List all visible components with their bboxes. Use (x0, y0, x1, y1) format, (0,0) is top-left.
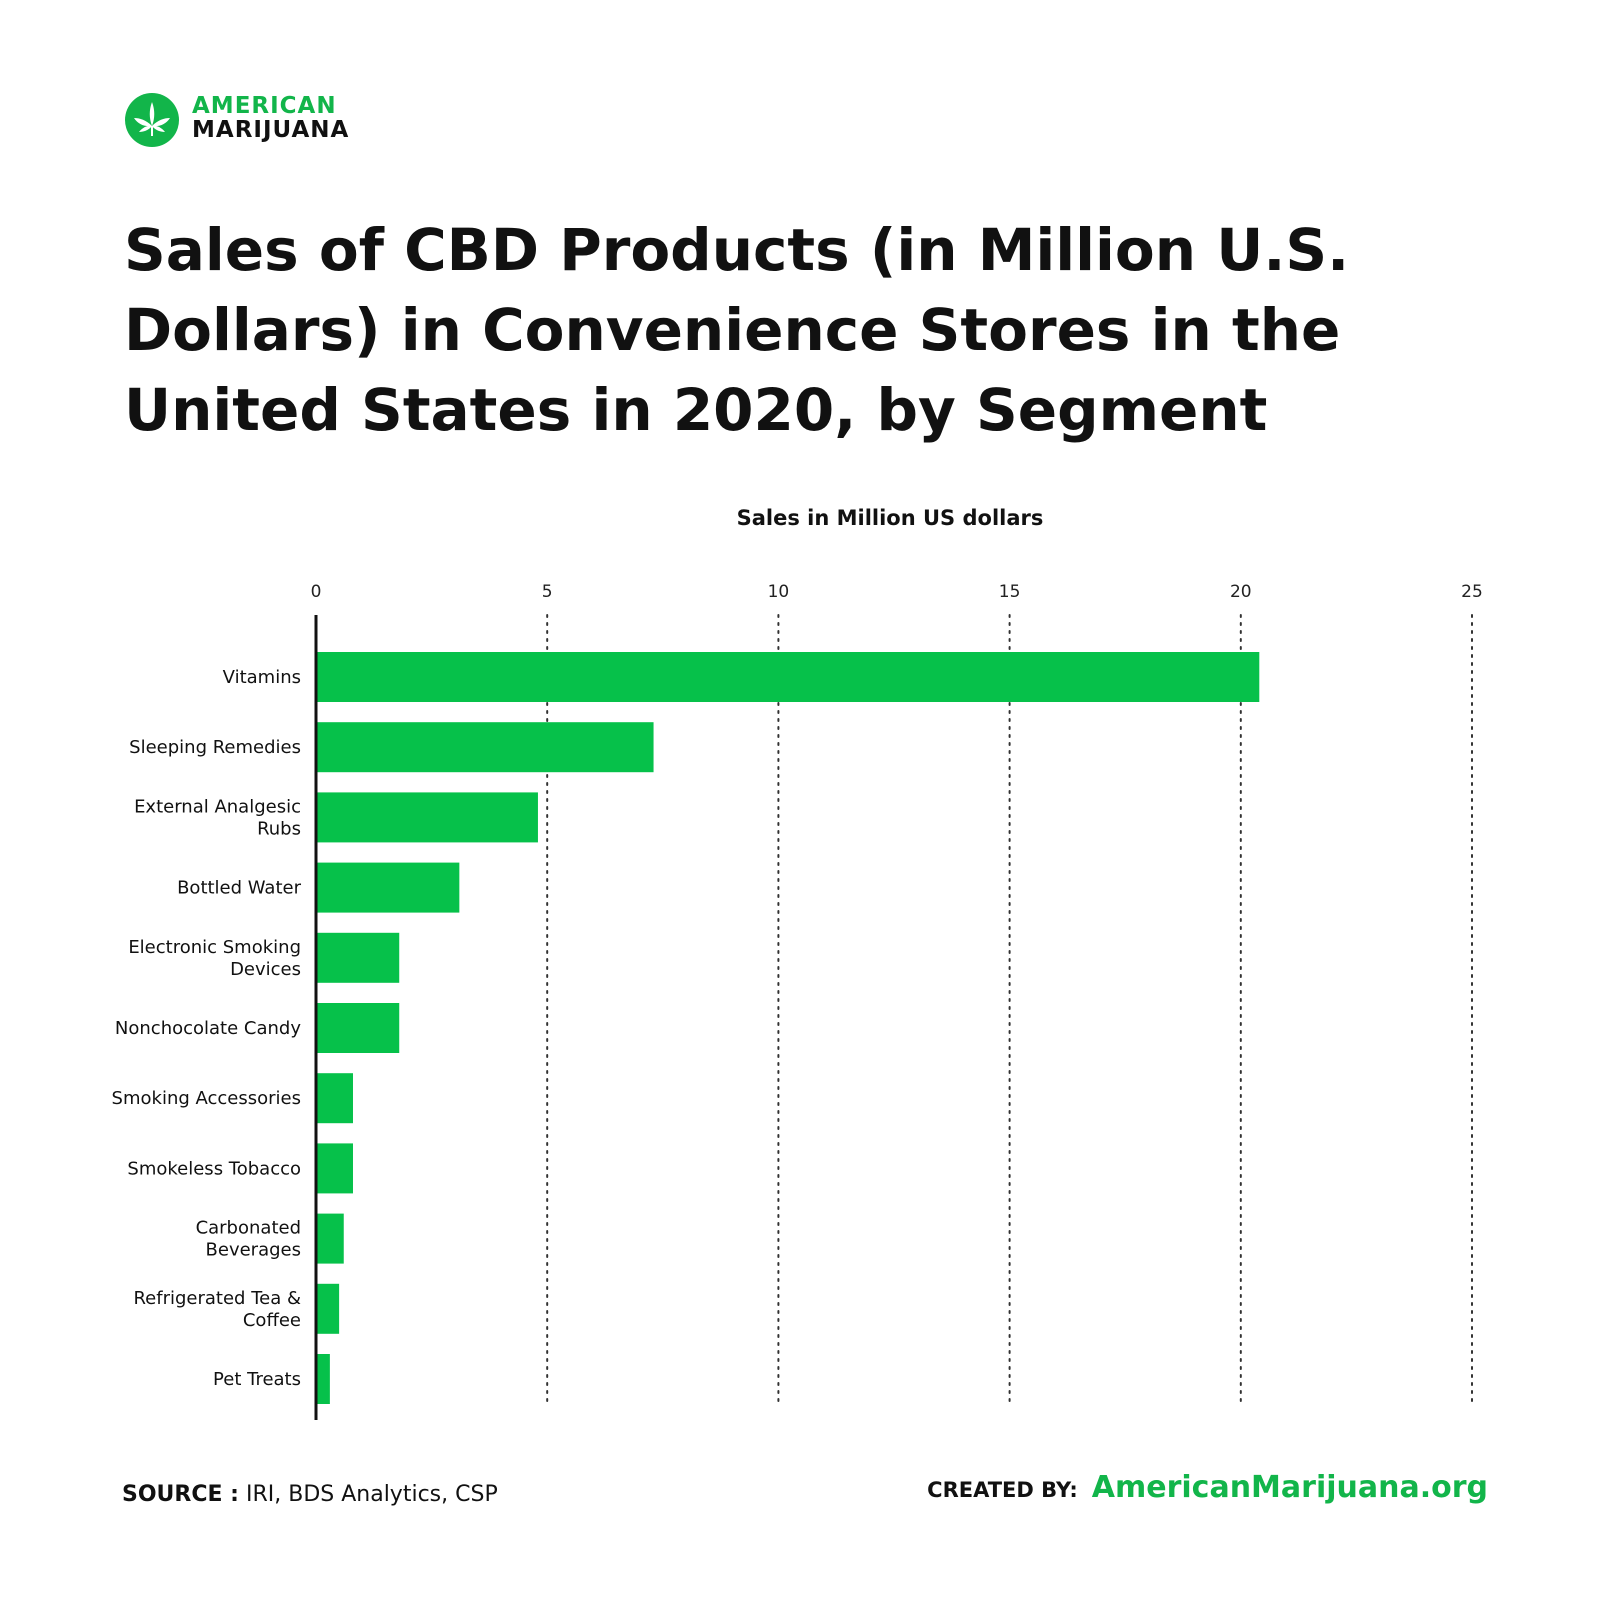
bar (316, 722, 654, 773)
bar (316, 1143, 353, 1194)
brand-line1: AMERICAN (192, 93, 337, 119)
category-label: Smoking Accessories (112, 1088, 301, 1109)
category-label: Pet Treats (213, 1369, 301, 1390)
x-tick-label: 25 (1461, 582, 1483, 602)
category-label: External Analgesic Rubs (134, 796, 301, 839)
bar (316, 1283, 340, 1334)
x-tick-label: 0 (311, 582, 322, 602)
bar (316, 792, 538, 843)
bar (316, 1073, 353, 1124)
x-tick-label: 5 (542, 582, 553, 602)
source-note: SOURCE : IRI, BDS Analytics, CSP (122, 1482, 498, 1507)
source-value: IRI, BDS Analytics, CSP (245, 1482, 498, 1507)
category-label: Vitamins (223, 667, 301, 688)
category-label: Sleeping Remedies (129, 737, 301, 758)
x-tick-label: 15 (999, 582, 1021, 602)
category-label: Bottled Water (177, 878, 302, 899)
category-label: Nonchocolate Candy (115, 1018, 301, 1039)
x-tick-label: 10 (768, 582, 790, 602)
x-tick-label: 20 (1230, 582, 1252, 602)
bar (316, 1003, 400, 1053)
category-label: Refrigerated Tea & Coffee (133, 1288, 301, 1331)
credit-label: CREATED BY: (927, 1478, 1078, 1502)
bar (316, 862, 460, 913)
brand-line2: MARIJUANA (192, 117, 350, 143)
cannabis-leaf-icon (125, 93, 179, 147)
credit-website: AmericanMarijuana.org (1091, 1470, 1488, 1505)
brand-wordmark: AMERICAN MARIJUANA (192, 94, 349, 142)
category-label: Electronic Smoking Devices (128, 937, 301, 980)
category-label: Carbonated Beverages (196, 1218, 301, 1261)
bar (316, 932, 400, 983)
x-axis-title: Sales in Million US dollars (736, 506, 1044, 530)
bar (316, 1354, 330, 1404)
bar (316, 652, 1260, 702)
source-label: SOURCE : (122, 1482, 239, 1507)
category-label: Smokeless Tobacco (127, 1158, 301, 1179)
credit-note: CREATED BY: AmericanMarijuana.org (927, 1470, 1488, 1505)
bar (316, 1213, 344, 1264)
chart-title: Sales of CBD Products (in Million U.S. D… (124, 216, 1350, 444)
